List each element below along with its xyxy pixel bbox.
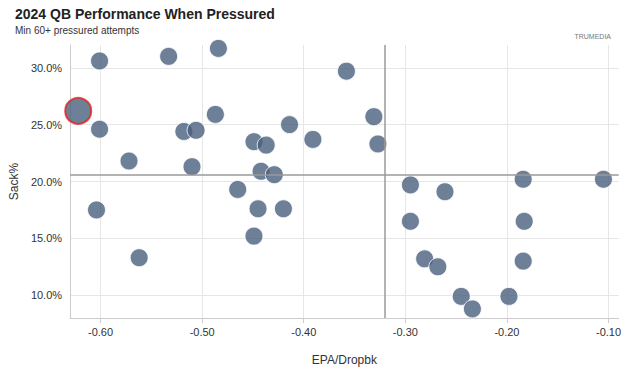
svg-text:20.0%: 20.0% xyxy=(31,176,62,188)
svg-text:15.0%: 15.0% xyxy=(31,232,62,244)
svg-text:Sack%: Sack% xyxy=(7,163,21,201)
svg-text:-0.30: -0.30 xyxy=(393,326,418,338)
svg-text:30.0%: 30.0% xyxy=(31,62,62,74)
svg-text:2024 QB Performance When Press: 2024 QB Performance When Pressured xyxy=(15,6,275,22)
svg-text:25.0%: 25.0% xyxy=(31,119,62,131)
svg-text:-0.10: -0.10 xyxy=(596,326,621,338)
svg-text:-0.20: -0.20 xyxy=(494,326,519,338)
svg-text:Min 60+ pressured attempts: Min 60+ pressured attempts xyxy=(15,25,139,36)
svg-text:EPA/Dropbk: EPA/Dropbk xyxy=(312,353,378,367)
svg-text:-0.60: -0.60 xyxy=(88,326,113,338)
svg-text:10.0%: 10.0% xyxy=(31,289,62,301)
svg-text:TRUMEDIA: TRUMEDIA xyxy=(574,33,611,40)
svg-text:-0.40: -0.40 xyxy=(291,326,316,338)
svg-text:-0.50: -0.50 xyxy=(190,326,215,338)
